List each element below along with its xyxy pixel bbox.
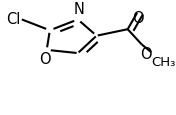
Text: O: O bbox=[39, 52, 51, 67]
Text: O: O bbox=[132, 11, 144, 26]
Text: N: N bbox=[73, 2, 84, 16]
Text: CH₃: CH₃ bbox=[151, 55, 175, 68]
Text: Cl: Cl bbox=[6, 12, 21, 27]
Text: O: O bbox=[140, 46, 152, 61]
